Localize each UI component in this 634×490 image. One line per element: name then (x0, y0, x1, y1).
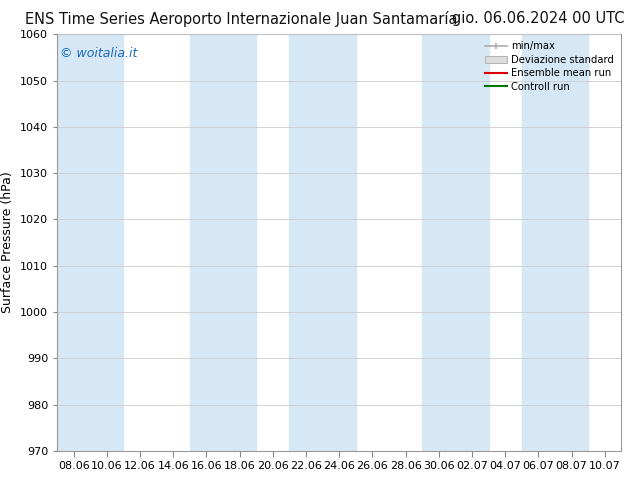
Bar (57, 34, 124, 451)
Bar (522, 34, 588, 451)
Text: © woitalia.it: © woitalia.it (60, 47, 137, 60)
Bar (289, 34, 356, 451)
Text: gio. 06.06.2024 00 UTC: gio. 06.06.2024 00 UTC (452, 11, 624, 26)
Text: ENS Time Series Aeroporto Internazionale Juan Santamaría: ENS Time Series Aeroporto Internazionale… (25, 11, 457, 27)
Legend: min/max, Deviazione standard, Ensemble mean run, Controll run: min/max, Deviazione standard, Ensemble m… (481, 37, 618, 96)
Y-axis label: Surface Pressure (hPa): Surface Pressure (hPa) (1, 172, 15, 314)
Bar (190, 34, 256, 451)
Bar (422, 34, 489, 451)
